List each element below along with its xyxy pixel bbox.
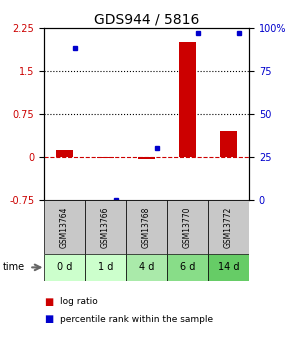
Text: time: time (3, 263, 25, 272)
Bar (85, 254, 126, 281)
Bar (44, 254, 85, 281)
Text: 6 d: 6 d (180, 263, 195, 272)
Text: GSM13772: GSM13772 (224, 206, 233, 247)
Bar (126, 254, 167, 281)
Text: log ratio: log ratio (60, 297, 98, 306)
Bar (167, 200, 208, 254)
Text: GSM13766: GSM13766 (101, 206, 110, 248)
Text: 1 d: 1 d (98, 263, 113, 272)
Title: GDS944 / 5816: GDS944 / 5816 (94, 12, 199, 27)
Text: 4 d: 4 d (139, 263, 154, 272)
Bar (85, 200, 126, 254)
Bar (126, 200, 167, 254)
Text: percentile rank within the sample: percentile rank within the sample (60, 315, 213, 324)
Text: GSM13768: GSM13768 (142, 206, 151, 247)
Text: GSM13764: GSM13764 (60, 206, 69, 248)
Text: GSM13770: GSM13770 (183, 206, 192, 248)
Bar (56, 150, 73, 157)
Text: ■: ■ (44, 297, 53, 307)
Bar (97, 157, 114, 158)
Bar (208, 254, 249, 281)
Bar (179, 42, 196, 157)
Bar (220, 131, 237, 157)
Bar (44, 200, 85, 254)
Bar (167, 254, 208, 281)
Bar (208, 200, 249, 254)
Text: ■: ■ (44, 314, 53, 324)
Text: 14 d: 14 d (218, 263, 239, 272)
Bar (138, 157, 155, 159)
Text: 0 d: 0 d (57, 263, 72, 272)
